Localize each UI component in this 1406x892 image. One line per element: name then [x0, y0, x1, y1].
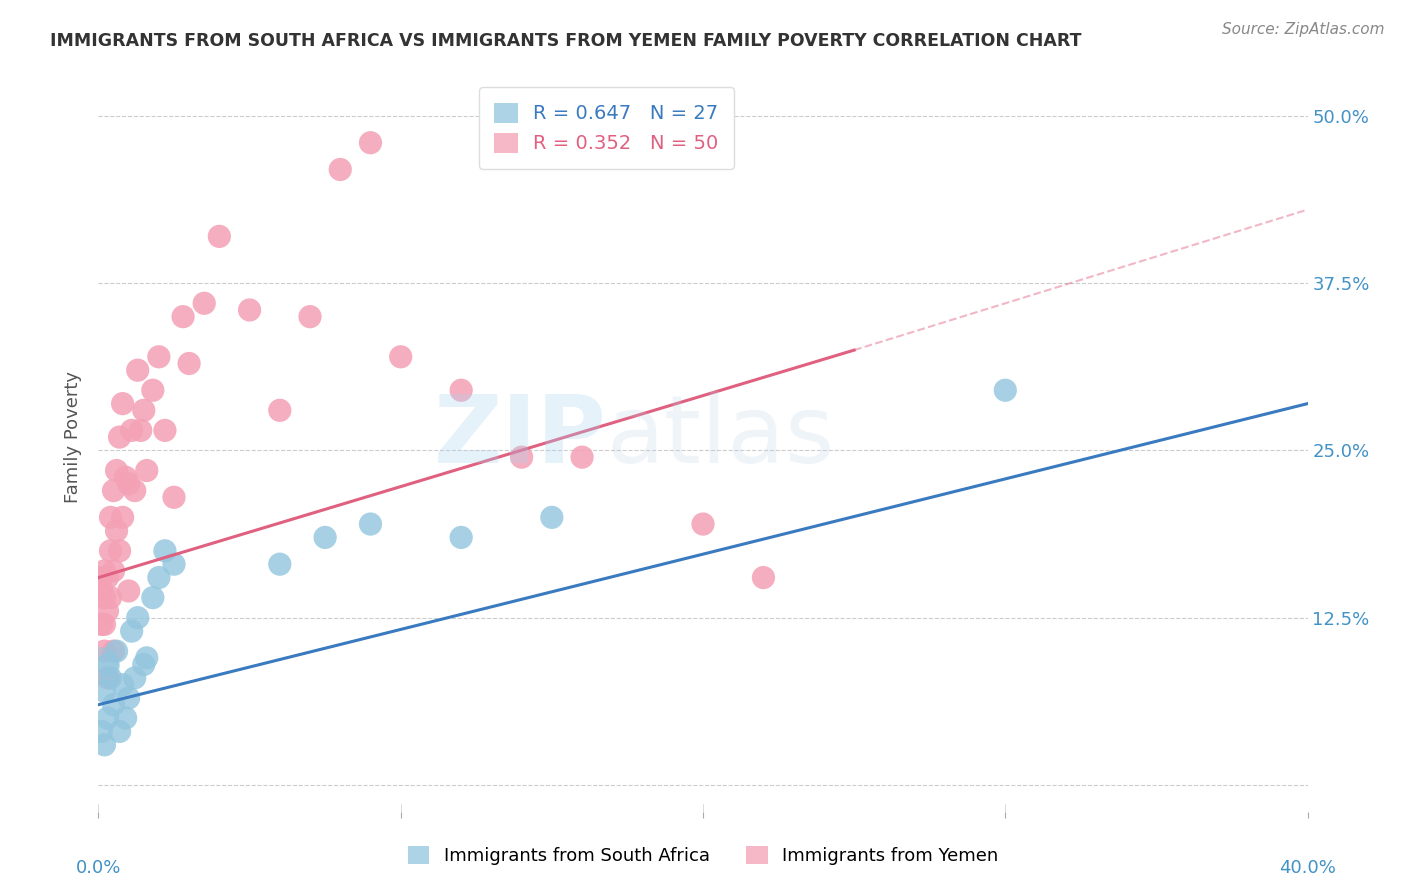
- Point: [360, 517, 382, 532]
- Point: [124, 483, 146, 498]
- Text: IMMIGRANTS FROM SOUTH AFRICA VS IMMIGRANTS FROM YEMEN FAMILY POVERTY CORRELATION: IMMIGRANTS FROM SOUTH AFRICA VS IMMIGRAN…: [51, 32, 1081, 50]
- Point: [450, 384, 472, 398]
- Point: [96, 604, 118, 618]
- Y-axis label: Family Poverty: Family Poverty: [65, 371, 83, 503]
- Point: [114, 711, 136, 725]
- Point: [269, 403, 291, 417]
- Point: [118, 690, 141, 705]
- Text: ZIP: ZIP: [433, 391, 606, 483]
- Point: [93, 738, 115, 752]
- Point: [269, 557, 291, 572]
- Point: [100, 510, 122, 524]
- Point: [121, 424, 143, 438]
- Point: [108, 724, 131, 739]
- Point: [103, 564, 125, 578]
- Point: [389, 350, 412, 364]
- Point: [193, 296, 215, 310]
- Point: [105, 524, 128, 538]
- Point: [692, 517, 714, 532]
- Point: [93, 591, 115, 605]
- Point: [108, 544, 131, 558]
- Point: [163, 491, 186, 505]
- Point: [96, 671, 118, 685]
- Point: [93, 617, 115, 632]
- Point: [103, 483, 125, 498]
- Point: [103, 698, 125, 712]
- Point: [127, 363, 149, 377]
- Legend: Immigrants from South Africa, Immigrants from Yemen: Immigrants from South Africa, Immigrants…: [401, 838, 1005, 872]
- Point: [132, 403, 155, 417]
- Point: [510, 450, 533, 465]
- Point: [153, 544, 176, 558]
- Point: [96, 711, 118, 725]
- Point: [114, 470, 136, 484]
- Point: [100, 591, 122, 605]
- Point: [127, 611, 149, 625]
- Point: [239, 303, 262, 318]
- Point: [105, 464, 128, 478]
- Point: [96, 571, 118, 585]
- Point: [108, 430, 131, 444]
- Point: [132, 657, 155, 672]
- Point: [299, 310, 322, 324]
- Point: [93, 564, 115, 578]
- Point: [90, 571, 112, 585]
- Point: [124, 671, 146, 685]
- Point: [142, 591, 165, 605]
- Point: [752, 571, 775, 585]
- Point: [135, 651, 157, 665]
- Point: [172, 310, 194, 324]
- Point: [90, 617, 112, 632]
- Point: [100, 671, 122, 685]
- Point: [994, 384, 1017, 398]
- Legend: R = 0.647   N = 27, R = 0.352   N = 50: R = 0.647 N = 27, R = 0.352 N = 50: [478, 87, 734, 169]
- Point: [103, 644, 125, 658]
- Point: [90, 724, 112, 739]
- Point: [100, 544, 122, 558]
- Point: [179, 356, 201, 371]
- Point: [450, 530, 472, 544]
- Point: [153, 424, 176, 438]
- Point: [93, 644, 115, 658]
- Point: [121, 624, 143, 639]
- Point: [135, 464, 157, 478]
- Point: [142, 384, 165, 398]
- Point: [111, 396, 134, 410]
- Point: [163, 557, 186, 572]
- Text: 0.0%: 0.0%: [76, 858, 121, 877]
- Point: [96, 657, 118, 672]
- Point: [111, 678, 134, 692]
- Point: [111, 510, 134, 524]
- Point: [360, 136, 382, 150]
- Text: Source: ZipAtlas.com: Source: ZipAtlas.com: [1222, 22, 1385, 37]
- Point: [208, 229, 231, 244]
- Point: [90, 584, 112, 599]
- Point: [90, 657, 112, 672]
- Point: [329, 162, 352, 177]
- Point: [93, 684, 115, 698]
- Point: [129, 424, 152, 438]
- Point: [571, 450, 593, 465]
- Text: atlas: atlas: [606, 391, 835, 483]
- Point: [148, 350, 170, 364]
- Text: 40.0%: 40.0%: [1279, 858, 1336, 877]
- Point: [118, 584, 141, 599]
- Point: [105, 644, 128, 658]
- Point: [148, 571, 170, 585]
- Point: [314, 530, 336, 544]
- Point: [540, 510, 562, 524]
- Point: [118, 476, 141, 491]
